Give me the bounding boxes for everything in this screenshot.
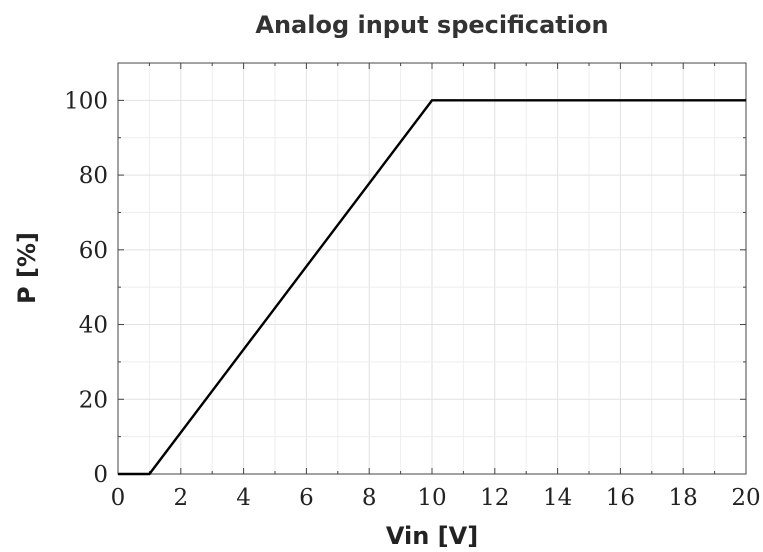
x-tick-label: 4 [236, 485, 251, 511]
series-layer [118, 99, 746, 476]
x-tick-label: 10 [417, 485, 446, 511]
x-tick-label: 20 [731, 485, 760, 511]
series-line-0 [118, 99, 746, 476]
y-tick-label: 0 [93, 462, 108, 488]
x-tick-labels: 0 2 4 6 8 10 12 14 16 18 20 [111, 485, 761, 511]
plot-frame [117, 62, 747, 475]
x-tick-label: 18 [669, 485, 698, 511]
y-tick-label: 60 [79, 238, 108, 264]
x-tick-label: 6 [299, 485, 314, 511]
grid [117, 62, 747, 475]
x-tick-label: 16 [606, 485, 635, 511]
x-axis-label: Vin [V] [386, 522, 478, 550]
y-tick-label: 20 [79, 387, 108, 413]
y-tick-label: 40 [79, 313, 108, 339]
y-tick-label: 100 [64, 88, 108, 114]
x-tick-label: 8 [362, 485, 377, 511]
x-tick-label: 14 [543, 485, 572, 511]
x-tick-label: 12 [480, 485, 509, 511]
x-tick-label: 0 [111, 485, 126, 511]
y-tick-label: 80 [79, 163, 108, 189]
y-axis-label: P [%] [13, 232, 41, 304]
x-tick-label: 2 [173, 485, 188, 511]
chart-title: Analog input specification [255, 11, 608, 39]
y-tick-labels: 0 20 40 60 80 100 [64, 88, 108, 488]
